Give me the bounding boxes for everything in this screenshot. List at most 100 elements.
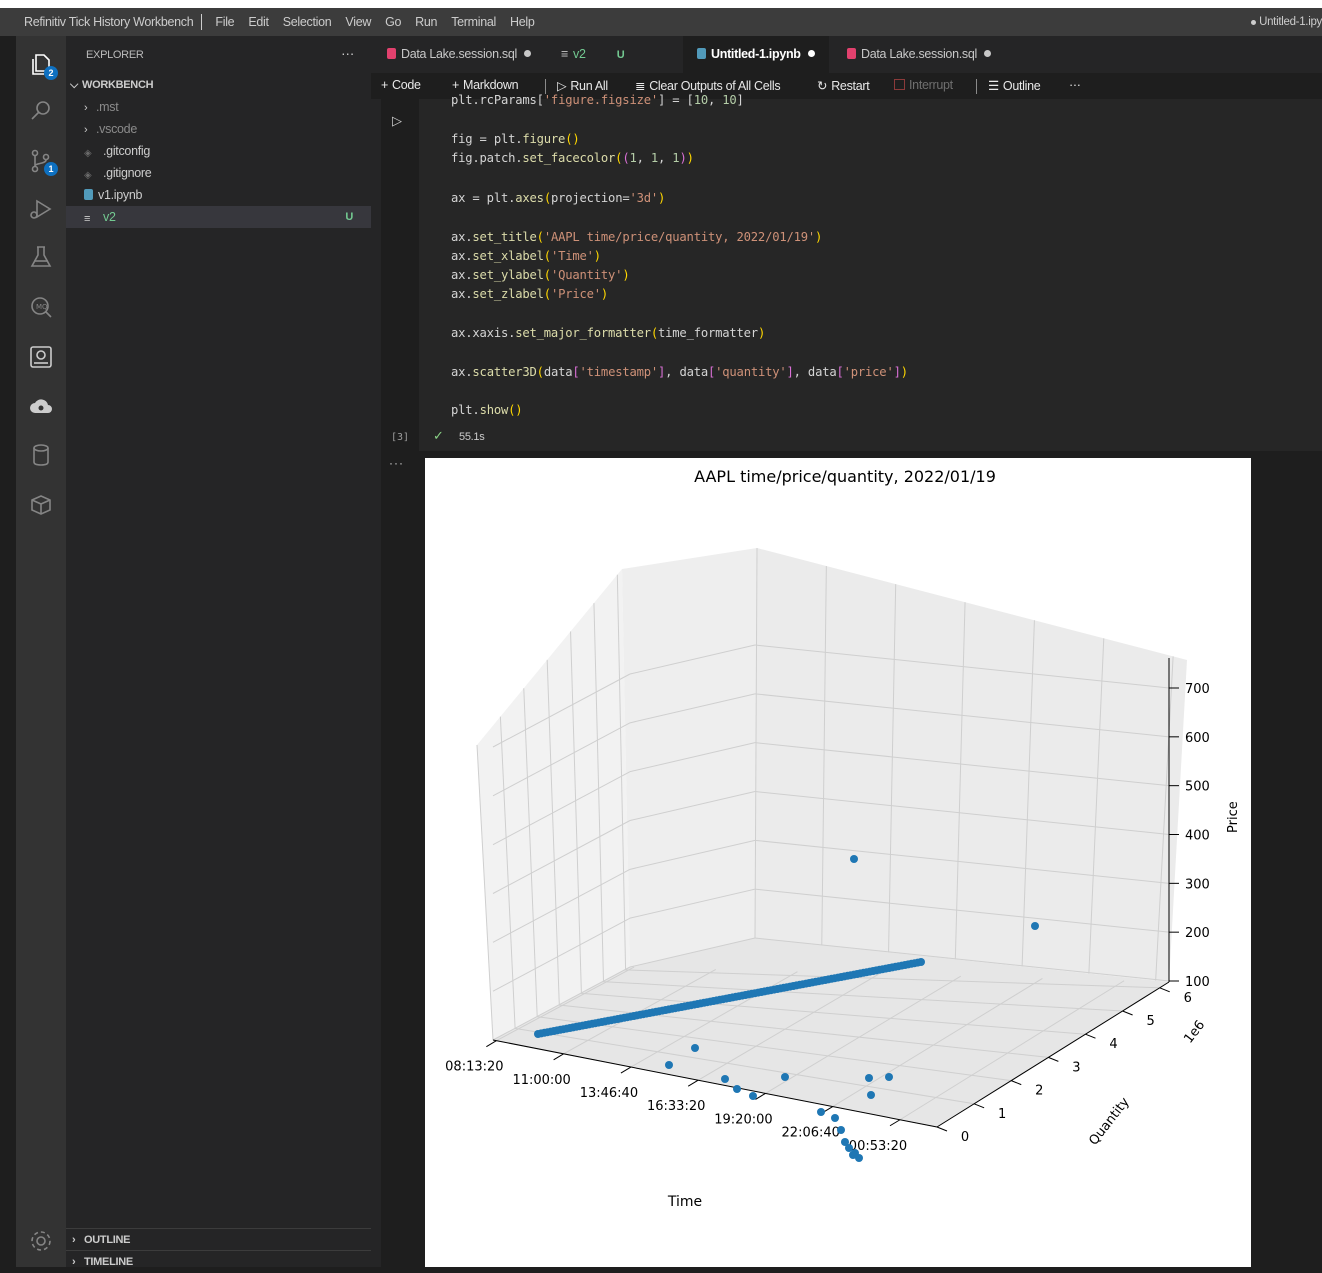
z-tick-label: 400 (1185, 829, 1210, 844)
y-tick (1159, 987, 1170, 993)
activity-bar: 2 1 MQ (16, 36, 66, 1267)
timeline-section[interactable]: › TIMELINE (66, 1250, 371, 1273)
outline-section[interactable]: › OUTLINE (66, 1228, 371, 1251)
notebook-book-icon[interactable] (28, 344, 54, 370)
code-line[interactable]: ax.set_zlabel('Price') (451, 287, 609, 301)
grid-line (492, 820, 631, 894)
grid-line (624, 969, 1160, 989)
text-file-icon: ≡ (84, 213, 91, 225)
flask-icon[interactable] (28, 244, 54, 270)
code-line[interactable]: ax.xaxis.set_major_formatter(time_format… (451, 326, 766, 340)
git-file-icon: ◈ (84, 170, 92, 181)
menu-help[interactable]: Help (510, 15, 535, 29)
success-check-icon: ✓ (433, 428, 444, 443)
run-cell-icon[interactable]: ▷ (392, 113, 402, 128)
menu-go[interactable]: Go (385, 15, 402, 29)
y-tick (1011, 1080, 1022, 1086)
y-axis-label: Quantity (1086, 1095, 1133, 1149)
grid-line (1021, 620, 1035, 967)
package-icon[interactable] (28, 492, 54, 518)
menu-view[interactable]: View (345, 15, 372, 29)
explorer-badge: 2 (44, 66, 58, 80)
scatter-point (855, 1154, 863, 1162)
window-title: Untitled-1.ipy (1251, 8, 1322, 36)
run-all-button[interactable]: ▷ Run All (557, 79, 608, 93)
menu-edit[interactable]: Edit (248, 15, 269, 29)
gutter-strip (371, 99, 381, 1267)
scatter-point (845, 1144, 853, 1152)
code-line[interactable]: ax = plt.axes(projection='3d') (451, 191, 666, 205)
z-tick-label: 300 (1185, 877, 1210, 892)
source-control-icon[interactable]: 1 (28, 148, 58, 176)
menu-terminal[interactable]: Terminal (451, 15, 497, 29)
tree-item-v1-ipynb[interactable]: v1.ipynb (66, 184, 371, 206)
tree-item-gitconfig[interactable]: ◈ .gitconfig (84, 144, 151, 159)
output-more-button[interactable]: ··· (389, 456, 404, 470)
code-cell[interactable] (419, 99, 1322, 451)
y-tick-label: 1 (998, 1107, 1006, 1122)
scatter-point (781, 1073, 789, 1081)
scatter3d-plot: AAPL time/price/quantity, 2022/01/19 08:… (445, 467, 1241, 1210)
restart-button[interactable]: ↻ Restart (817, 79, 870, 93)
menu-run[interactable]: Run (415, 15, 438, 29)
grid-line (629, 693, 756, 724)
menu-selection[interactable]: Selection (282, 15, 332, 29)
tab-data-lake-sql[interactable]: Data Lake.session.sql (387, 36, 531, 73)
grid-line (492, 966, 631, 1041)
workspace-root[interactable]: ⌵ WORKBENCH (66, 74, 371, 96)
add-code-button[interactable]: + Code (381, 78, 421, 92)
tab-v2[interactable]: ≡ v2 U (561, 47, 625, 61)
title-separator (201, 14, 203, 30)
menu-file[interactable]: File (215, 15, 235, 29)
gear-icon[interactable] (28, 1228, 54, 1254)
cloud-icon[interactable] (28, 394, 54, 420)
code-line[interactable]: ax.set_xlabel('Time') (451, 249, 601, 263)
code-line[interactable]: plt.rcParams['figure.figsize'] = [10, 10… (451, 93, 744, 107)
mq-icon[interactable]: MQ (28, 294, 54, 320)
scatter-point (831, 1114, 839, 1122)
y-axis-line (936, 981, 1170, 1128)
database-icon[interactable] (28, 442, 54, 468)
add-markdown-button[interactable]: + Markdown (452, 78, 519, 92)
x-tick (889, 1119, 901, 1127)
tree-item-vscode[interactable]: › .vscode (66, 118, 371, 140)
grid-line (570, 631, 582, 993)
grid-line (629, 888, 756, 919)
y-tick (1122, 1010, 1133, 1016)
outline-button[interactable]: ☰ Outline (988, 79, 1041, 93)
tab-untitled-ipynb[interactable]: Untitled-1.ipynb (683, 36, 829, 73)
explorer-more-button[interactable]: ··· (341, 45, 355, 61)
grid-line (754, 693, 1170, 738)
grid-line (629, 839, 756, 870)
code-line[interactable]: ax.set_ylabel('Quantity') (451, 268, 630, 282)
sql-file-icon (387, 48, 396, 59)
grid-line (602, 981, 1123, 1012)
toolbar-more-button[interactable]: ··· (1069, 78, 1081, 92)
tree-item-mst[interactable]: › .mst (66, 96, 371, 118)
tab-data-lake-sql-2[interactable]: Data Lake.session.sql (847, 36, 991, 73)
tree-item-v2[interactable]: ≡ v2 U (66, 206, 371, 228)
y-tick-label: 2 (1035, 1084, 1043, 1099)
untracked-badge: U (345, 211, 353, 223)
code-line[interactable]: plt.show() (451, 403, 523, 417)
search-icon[interactable] (28, 98, 54, 124)
scatter-point (721, 1075, 729, 1083)
grid-line (523, 688, 538, 1017)
files-icon[interactable]: 2 (28, 52, 58, 80)
clear-outputs-button[interactable]: ≣ Clear Outputs of All Cells (635, 79, 781, 93)
y-tick (973, 1103, 985, 1109)
z-tick-label: 500 (1185, 780, 1210, 795)
toolbar-separator (545, 79, 546, 94)
window-title-text: Untitled-1.ipy (1259, 16, 1322, 28)
grid-line (492, 771, 631, 846)
code-line[interactable]: ax.scatter3D(data['timestamp'], data['qu… (451, 365, 908, 379)
code-line[interactable]: fig = plt.figure() (451, 132, 580, 146)
code-line[interactable]: fig.patch.set_facecolor((1, 1, 1)) (451, 151, 694, 165)
chevron-right-icon: › (84, 102, 88, 114)
interrupt-button[interactable]: Interrupt (894, 78, 953, 92)
x-tick-label: 19:20:00 (714, 1112, 772, 1127)
code-line[interactable]: ax.set_title('AAPL time/price/quantity, … (451, 230, 823, 244)
grid-line (754, 888, 1170, 933)
run-debug-icon[interactable] (28, 196, 54, 222)
tree-item-gitignore[interactable]: ◈ .gitignore (84, 166, 152, 181)
